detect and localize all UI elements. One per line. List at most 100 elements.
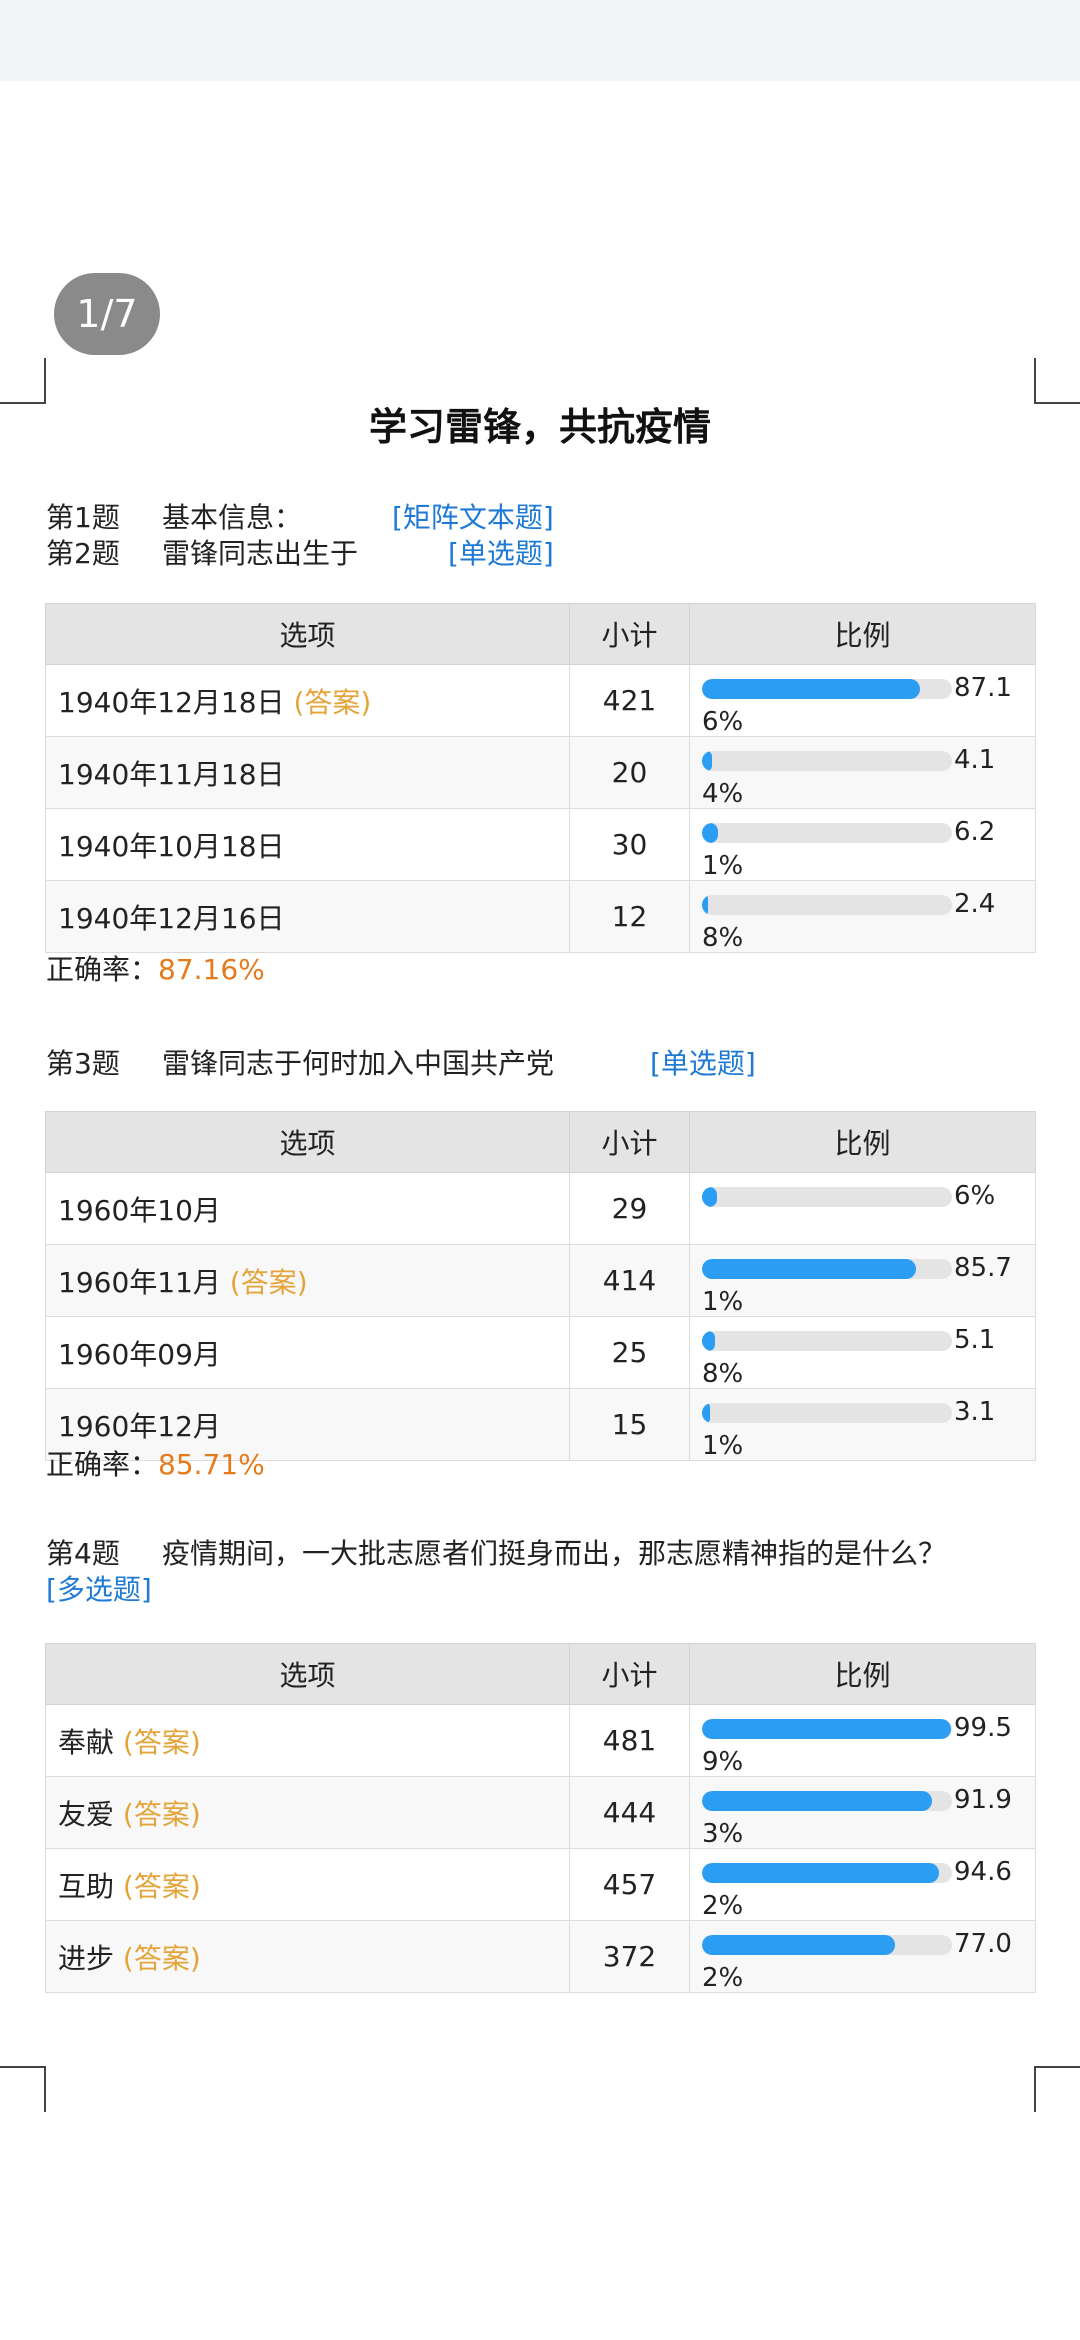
progress-fill [702,750,713,771]
percent-text: 91.93% [702,1784,1012,1849]
count-cell: 457 [569,1848,690,1921]
progress-wrap: 6.21% [702,813,1035,881]
ratio-cell: 77.02% [689,1920,1036,1993]
progress-track [702,822,952,843]
question-type-link[interactable]: [多选题] [46,1573,152,1606]
progress-wrap: 77.02% [702,1925,1035,1993]
table-row: 1960年09月 25 5.18% [45,1316,1036,1389]
percent-text: 85.71% [702,1252,1012,1317]
option-cell: 1960年11月 (答案) [45,1244,570,1317]
count-cell: 414 [569,1244,690,1317]
ratio-cell: 6% [689,1172,1036,1245]
ratio-cell: 3.11% [689,1388,1036,1461]
percent-text: 87.16% [702,672,1012,737]
percent-text: 4.14% [702,744,996,809]
ratio-cell: 85.71% [689,1244,1036,1317]
answer-tag: (答案) [229,1265,308,1299]
correct-rate-value: 85.71% [158,1448,265,1481]
option-cell: 奉献 (答案) [45,1704,570,1777]
option-label: 1940年10月18日 [58,829,285,863]
progress-fill [702,678,920,699]
count-cell: 421 [569,664,690,737]
question-type-link[interactable]: [单选题] [448,537,554,570]
question-1: 第1题 基本信息： [矩阵文本题] [46,496,554,536]
correct-rate-q3: 正确率：85.71% [46,1443,265,1483]
crop-mark-bottom-right [1034,2066,1080,2112]
progress-track [702,678,952,699]
ratio-cell: 99.59% [689,1704,1036,1777]
correct-rate-label: 正确率： [46,953,159,986]
option-cell: 1940年11月18日 [45,736,570,809]
document-title: 学习雷锋，共抗疫情 [368,405,711,449]
progress-wrap: 3.11% [702,1393,1035,1461]
percent-text: 6% [954,1180,996,1211]
answer-tag: (答案) [122,1941,201,1975]
option-cell: 1940年12月18日 (答案) [45,664,570,737]
progress-track [702,750,952,771]
count-cell: 30 [569,808,690,881]
header-ratio: 比例 [689,1111,1036,1173]
progress-fill [702,1258,917,1279]
progress-wrap: 4.14% [702,741,1035,809]
results-table-q2: 选项 小计 比例 1940年12月18日 (答案) 421 87.16% 1940年1… [45,603,1036,953]
progress-fill [702,894,709,915]
count-cell: 444 [569,1776,690,1849]
progress-fill [702,1790,932,1811]
percent-text: 5.18% [702,1324,996,1389]
question-text: 雷锋同志出生于 [162,537,359,570]
header-count: 小计 [569,1111,690,1173]
progress-track [702,1934,952,1955]
ratio-cell: 94.62% [689,1848,1036,1921]
option-label: 友爱 [58,1797,115,1831]
progress-track [702,1258,952,1279]
progress-track [702,1186,952,1207]
count-cell: 20 [569,736,690,809]
progress-track [702,1862,952,1883]
correct-rate-value: 87.16% [158,953,265,986]
progress-track [702,894,952,915]
option-label: 1960年12月 [58,1409,221,1443]
table-row: 奉献 (答案) 481 99.59% [45,1704,1036,1777]
progress-wrap: 2.48% [702,885,1035,953]
table-row: 进步 (答案) 372 77.02% [45,1920,1036,1993]
answer-tag: (答案) [293,685,372,719]
header-count: 小计 [569,1643,690,1705]
crop-mark-bottom-left [0,2066,46,2112]
percent-text: 3.11% [702,1396,996,1461]
answer-tag: (答案) [122,1869,201,1903]
progress-wrap: 6% [702,1177,1035,1241]
header-count: 小计 [569,603,690,665]
question-2: 第2题 雷锋同志出生于 [单选题] [46,532,554,572]
table-row: 1940年12月16日 12 2.48% [45,880,1036,953]
percent-text: 77.02% [702,1928,1012,1993]
question-type-link[interactable]: [单选题] [650,1047,756,1080]
page-indicator-badge: 1/7 [54,273,160,355]
question-number: 第2题 [46,537,120,570]
progress-wrap: 99.59% [702,1709,1035,1777]
crop-mark-top-left [0,358,46,404]
count-cell: 25 [569,1316,690,1389]
progress-wrap: 85.71% [702,1249,1035,1317]
count-cell: 12 [569,880,690,953]
option-label: 1940年11月18日 [58,757,285,791]
option-cell: 1960年10月 [45,1172,570,1245]
results-table-q4: 选项 小计 比例 奉献 (答案) 481 99.59% 友爱 (答案) 444 91.93… [45,1643,1036,1993]
option-cell: 1940年12月16日 [45,880,570,953]
question-type-link[interactable]: [矩阵文本题] [392,501,554,534]
progress-fill [702,1402,710,1423]
ratio-cell: 5.18% [689,1316,1036,1389]
percent-text: 2.48% [702,888,996,953]
table-row: 互助 (答案) 457 94.62% [45,1848,1036,1921]
option-cell: 1960年12月 [45,1388,570,1461]
question-3: 第3题 雷锋同志于何时加入中国共产党 [单选题] [46,1042,756,1082]
answer-tag: (答案) [122,1797,201,1831]
option-label: 1960年11月 [58,1265,221,1299]
progress-wrap: 5.18% [702,1321,1035,1389]
progress-wrap: 91.93% [702,1781,1035,1849]
option-cell: 进步 (答案) [45,1920,570,1993]
question-number: 第3题 [46,1047,120,1080]
table-row: 1960年12月 15 3.11% [45,1388,1036,1461]
question-text: 基本信息： [162,501,303,534]
progress-fill [702,1934,895,1955]
correct-rate-q2: 正确率：87.16% [46,948,265,988]
